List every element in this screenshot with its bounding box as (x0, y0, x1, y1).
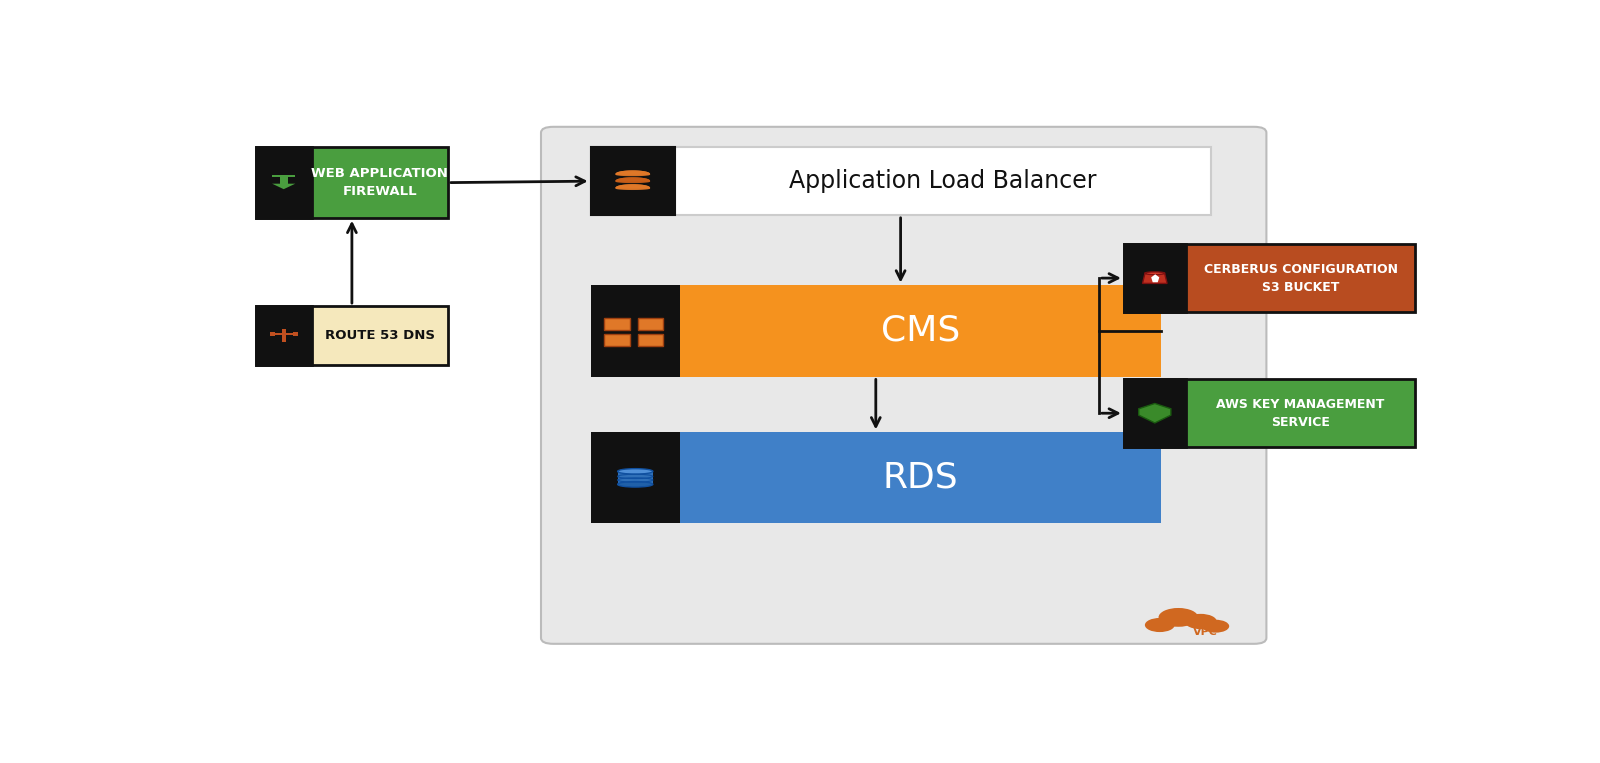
Text: WEB APPLICATION
FIREWALL: WEB APPLICATION FIREWALL (312, 167, 448, 198)
FancyBboxPatch shape (272, 175, 296, 177)
Text: ROUTE 53 DNS: ROUTE 53 DNS (325, 329, 435, 342)
FancyBboxPatch shape (282, 329, 286, 342)
Circle shape (1158, 608, 1198, 626)
FancyBboxPatch shape (1123, 379, 1186, 447)
FancyBboxPatch shape (590, 147, 1211, 215)
Text: Application Load Balancer: Application Load Balancer (789, 169, 1096, 193)
FancyBboxPatch shape (541, 127, 1267, 644)
Text: CERBERUS CONFIGURATION
S3 BUCKET: CERBERUS CONFIGURATION S3 BUCKET (1203, 262, 1397, 294)
Text: ⬟: ⬟ (1150, 274, 1158, 284)
FancyBboxPatch shape (293, 332, 298, 336)
Polygon shape (1142, 273, 1166, 283)
FancyBboxPatch shape (1123, 379, 1416, 447)
Polygon shape (616, 171, 650, 174)
Polygon shape (272, 184, 296, 189)
Circle shape (1184, 614, 1216, 629)
FancyBboxPatch shape (590, 147, 675, 215)
FancyBboxPatch shape (256, 306, 312, 365)
Polygon shape (616, 171, 650, 175)
Polygon shape (616, 178, 650, 181)
FancyBboxPatch shape (1123, 244, 1186, 312)
FancyBboxPatch shape (605, 333, 630, 346)
FancyBboxPatch shape (590, 433, 1162, 523)
FancyBboxPatch shape (256, 306, 448, 365)
Polygon shape (616, 178, 650, 182)
Text: CMS: CMS (882, 314, 960, 348)
Polygon shape (616, 185, 650, 189)
Text: VPC: VPC (1194, 627, 1218, 637)
FancyBboxPatch shape (590, 285, 680, 376)
FancyBboxPatch shape (270, 332, 275, 336)
FancyBboxPatch shape (605, 317, 630, 330)
FancyBboxPatch shape (280, 177, 288, 184)
Circle shape (1146, 618, 1174, 632)
Ellipse shape (1146, 272, 1165, 275)
FancyBboxPatch shape (618, 472, 653, 485)
FancyBboxPatch shape (1123, 244, 1416, 312)
FancyBboxPatch shape (638, 333, 664, 346)
FancyBboxPatch shape (590, 285, 1162, 376)
FancyBboxPatch shape (256, 147, 448, 218)
Polygon shape (1139, 404, 1171, 423)
FancyBboxPatch shape (638, 317, 664, 330)
FancyBboxPatch shape (286, 333, 294, 335)
Text: RDS: RDS (883, 461, 958, 495)
Ellipse shape (618, 481, 653, 487)
FancyBboxPatch shape (590, 433, 680, 523)
Ellipse shape (618, 468, 653, 474)
Text: AWS KEY MANAGEMENT
SERVICE: AWS KEY MANAGEMENT SERVICE (1216, 398, 1384, 429)
FancyBboxPatch shape (272, 333, 282, 335)
FancyBboxPatch shape (256, 147, 312, 218)
Circle shape (1202, 620, 1229, 633)
Polygon shape (616, 185, 650, 188)
